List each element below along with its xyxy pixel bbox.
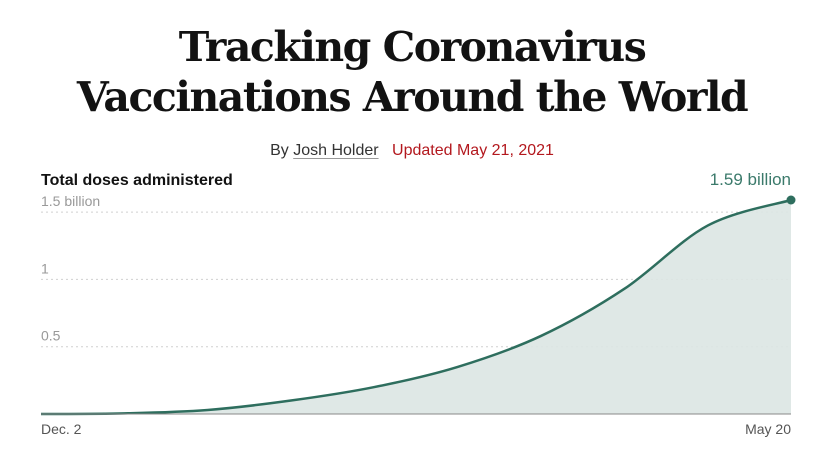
y-tick-label: 1.5 billion	[41, 193, 100, 209]
headline-line-1: Tracking Coronavirus	[178, 23, 647, 71]
headline: Tracking Coronavirus Vaccinations Around…	[0, 22, 824, 122]
latest-total-label: 1.59 billion	[709, 170, 791, 189]
area-fill	[41, 200, 791, 414]
byline: By Josh Holder Updated May 21, 2021	[0, 141, 824, 161]
endpoint-dot	[786, 195, 796, 205]
x-tick-label: May 20	[745, 421, 791, 437]
series-line	[40, 198, 792, 416]
x-axis-labels: Dec. 2 May 20	[41, 421, 791, 437]
y-tick-label: 1	[41, 260, 49, 276]
byline-prefix: By	[270, 142, 289, 159]
author-link[interactable]: Josh Holder	[293, 142, 379, 159]
y-axis-labels: 0.5 1 1.5 billion	[41, 193, 100, 344]
headline-line-2: Vaccinations Around the World	[76, 73, 749, 121]
x-tick-label: Dec. 2	[41, 421, 82, 437]
y-tick-label: 0.5	[41, 328, 61, 344]
chart-title: Total doses administered	[41, 172, 233, 189]
updated-timestamp: Updated May 21, 2021	[392, 142, 554, 159]
